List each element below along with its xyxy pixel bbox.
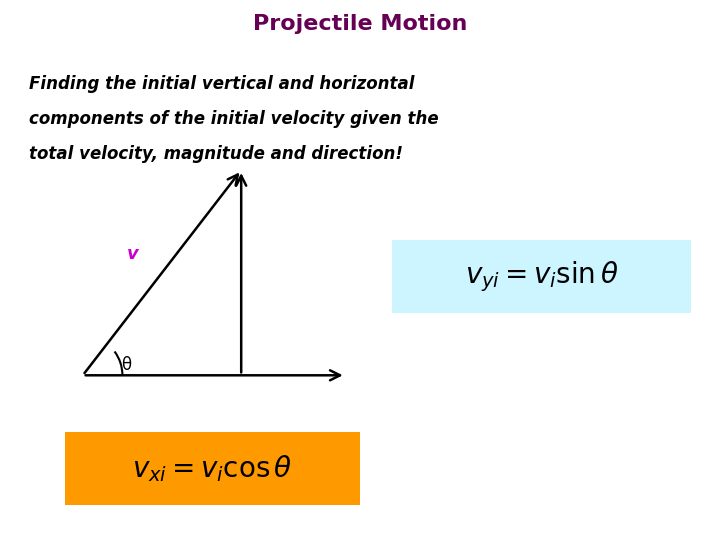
Text: components of the initial velocity given the: components of the initial velocity given… xyxy=(29,110,438,128)
Text: total velocity, magnitude and direction!: total velocity, magnitude and direction! xyxy=(29,145,402,163)
Text: v: v xyxy=(127,245,139,263)
Text: $v_{xi} = v_i \cos\theta$: $v_{xi} = v_i \cos\theta$ xyxy=(132,453,292,484)
Text: Projectile Motion: Projectile Motion xyxy=(253,14,467,35)
Text: θ: θ xyxy=(121,355,131,374)
Text: $v_{yi} = v_i \sin\theta$: $v_{yi} = v_i \sin\theta$ xyxy=(465,259,618,294)
Text: Finding the initial vertical and horizontal: Finding the initial vertical and horizon… xyxy=(29,75,414,93)
FancyBboxPatch shape xyxy=(65,432,360,505)
FancyBboxPatch shape xyxy=(392,240,691,313)
